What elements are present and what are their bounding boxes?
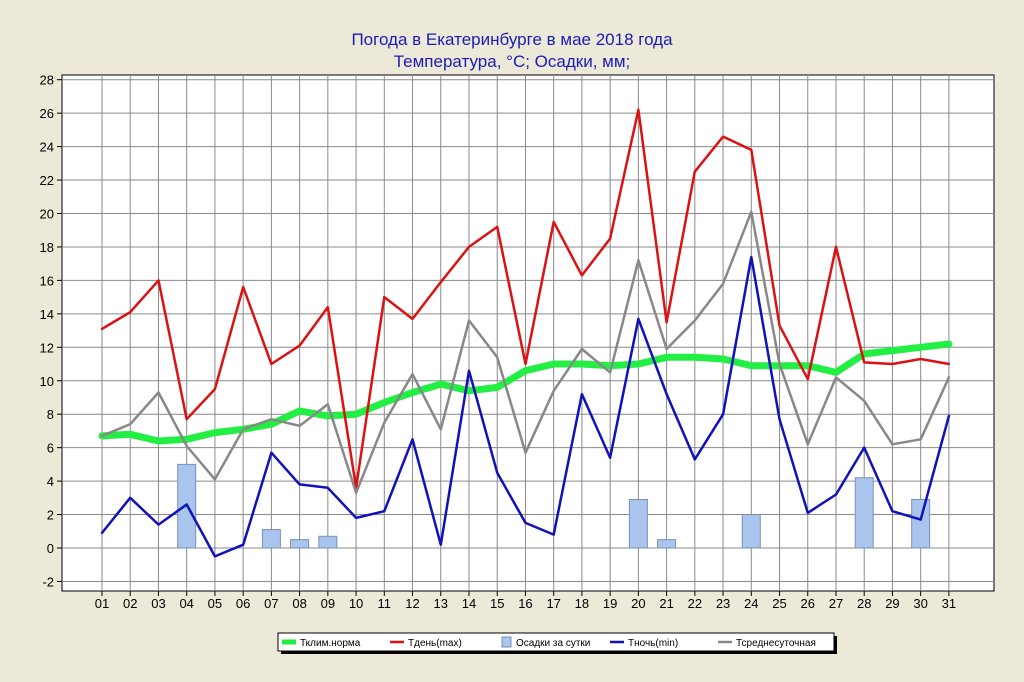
x-tick-label: 05 [208, 596, 222, 611]
legend-shadow [834, 636, 837, 654]
x-tick-label: 28 [857, 596, 871, 611]
x-tick-label: 26 [801, 596, 815, 611]
y-tick-label: 14 [40, 307, 54, 322]
x-tick-label: 16 [518, 596, 532, 611]
y-tick-label: 24 [40, 140, 54, 155]
x-tick-label: 15 [490, 596, 504, 611]
x-tick-label: 31 [942, 596, 956, 611]
grid [62, 75, 994, 591]
x-tick-label: 13 [434, 596, 448, 611]
x-tick-label: 09 [321, 596, 335, 611]
legend-label: Осадки за сутки [516, 638, 590, 649]
x-tick-label: 22 [688, 596, 702, 611]
precipitation-bars [177, 463, 931, 549]
precipitation-bar [854, 477, 874, 549]
y-tick-label: 8 [47, 407, 54, 422]
x-tick-label: 02 [123, 596, 137, 611]
y-tick-label: 12 [40, 340, 54, 355]
x-tick-label: 07 [264, 596, 278, 611]
y-tick-label: 26 [40, 106, 54, 121]
x-tick-label: 24 [744, 596, 758, 611]
y-tick-label: 16 [40, 273, 54, 288]
y-tick-label: 2 [47, 508, 54, 523]
y-tick-label: 22 [40, 173, 54, 188]
x-tick-label: 30 [913, 596, 927, 611]
x-tick-label: 25 [772, 596, 786, 611]
y-tick-label: 0 [47, 541, 54, 556]
y-tick-label: -2 [42, 574, 54, 589]
legend-label: Тклим.норма [300, 638, 361, 649]
legend-label: Тдень(max) [408, 638, 462, 649]
legend-label: Тночь(min) [628, 638, 678, 649]
x-tick-label: 04 [179, 596, 193, 611]
precipitation-bar [657, 539, 677, 549]
precipitation-bar [628, 498, 648, 549]
precipitation-bar [911, 498, 931, 549]
x-axis-ticks: 01 02 03 04 05 06 07 08 09 10 11 12 13 14 15 16 17 18 19 20… [95, 591, 956, 611]
y-tick-label: 6 [47, 441, 54, 456]
x-tick-label: 11 [378, 596, 392, 611]
y-tick-label: 20 [40, 207, 54, 222]
x-tick-label: 23 [716, 596, 730, 611]
x-tick-label: 19 [603, 596, 617, 611]
x-tick-label: 21 [659, 596, 673, 611]
y-tick-label: 10 [40, 374, 54, 389]
precipitation-bar [290, 539, 310, 549]
x-tick-label: 27 [829, 596, 843, 611]
x-tick-label: 10 [349, 596, 363, 611]
x-tick-label: 08 [292, 596, 306, 611]
precipitation-bar [741, 514, 761, 549]
legend: Тклим.норма Тдень(max) Осадки за сутки Тноч… [277, 632, 837, 654]
x-tick-label: 17 [546, 596, 560, 611]
x-tick-label: 01 [95, 596, 109, 611]
plot-area [61, 74, 995, 592]
y-tick-label: 4 [47, 474, 54, 489]
x-tick-label: 18 [575, 596, 589, 611]
series-line [100, 255, 951, 558]
y-tick-label: 28 [40, 73, 54, 88]
precipitation-bar [318, 535, 338, 549]
series-line [100, 210, 951, 495]
x-tick-label: 14 [462, 596, 476, 611]
chart-subtitle: Температура, °С; Осадки, мм; [394, 52, 631, 71]
temperature-lines [98, 108, 953, 558]
series-line [100, 108, 951, 490]
legend-swatch [501, 636, 512, 648]
precipitation-bar [261, 529, 281, 549]
x-tick-label: 06 [236, 596, 250, 611]
y-tick-label: 18 [40, 240, 54, 255]
x-tick-label: 29 [885, 596, 899, 611]
legend-label: Тсреднесуточная [736, 638, 816, 649]
legend-shadow-bottom [281, 651, 837, 654]
x-tick-label: 12 [405, 596, 419, 611]
x-tick-label: 03 [151, 596, 165, 611]
x-tick-label: 20 [631, 596, 645, 611]
chart-title: Погода в Екатеринбурге в мае 2018 года [351, 30, 673, 49]
